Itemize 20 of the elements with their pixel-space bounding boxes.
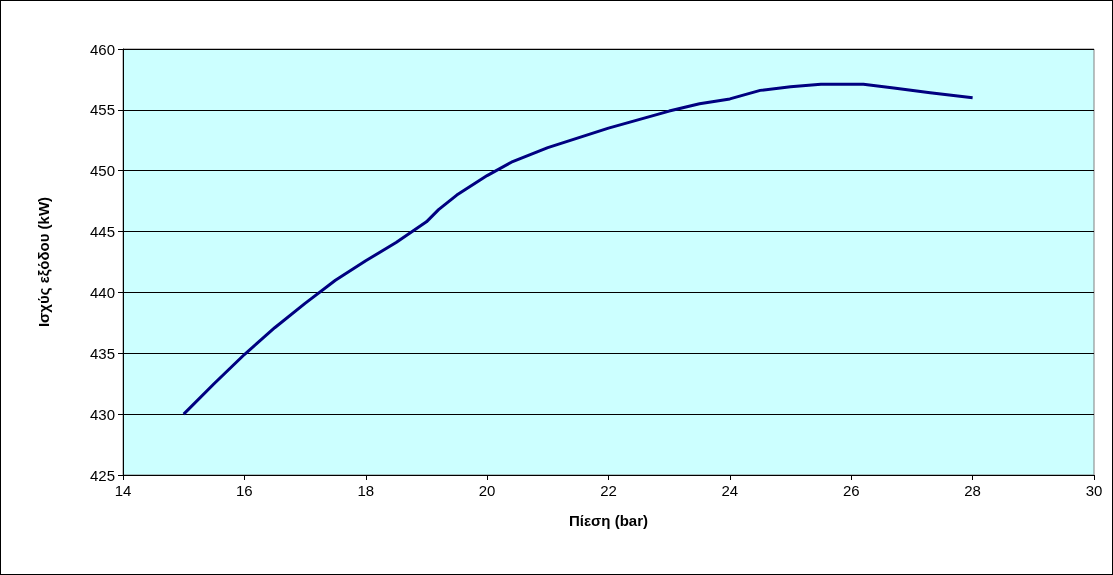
line-series [182, 82, 975, 416]
y-tick-label: 440 [89, 283, 115, 301]
x-tick-label: 20 [478, 482, 496, 499]
y-tick-label: 445 [89, 223, 115, 241]
y-tick-label: 460 [89, 40, 115, 58]
y-tick-label: 430 [89, 405, 115, 423]
y-tick-label: 425 [89, 466, 115, 484]
x-tick-label: 18 [357, 482, 375, 499]
x-tick-label: 30 [1085, 482, 1103, 499]
y-tick-label: 455 [89, 101, 115, 119]
x-tick-label: 24 [721, 482, 739, 499]
x-axis-title: Πίεση (bar) [568, 512, 649, 529]
y-tick-label: 450 [89, 162, 115, 180]
x-tick-label: 14 [114, 482, 132, 499]
x-tick-label: 28 [964, 482, 981, 499]
y-axis-title: Ισχύς εξόδου (kW) [35, 196, 52, 328]
y-tick-label: 435 [89, 344, 115, 362]
x-tick-label: 22 [600, 482, 617, 499]
x-tick-label: 26 [842, 482, 860, 499]
x-tick-label: 16 [236, 482, 253, 499]
